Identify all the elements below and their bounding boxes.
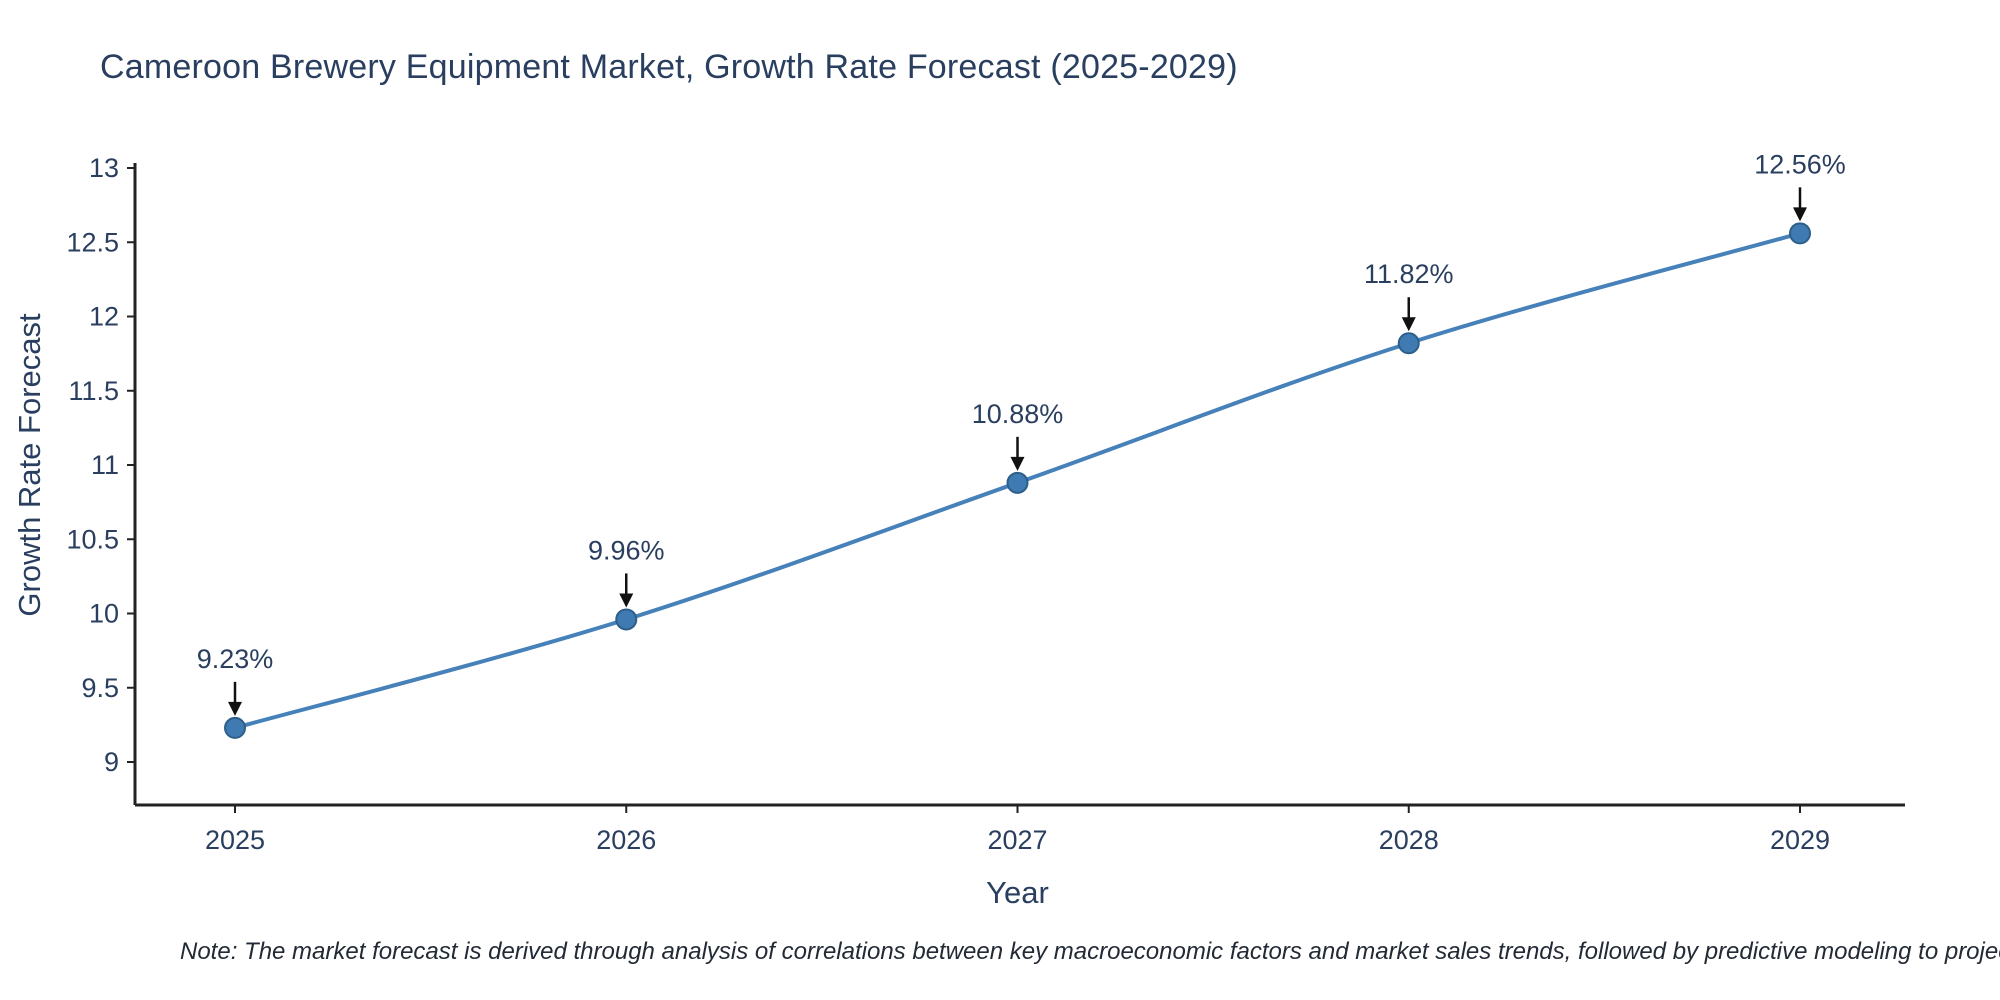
y-axis-title: Growth Rate Forecast xyxy=(12,313,47,617)
data-point xyxy=(1006,471,1029,494)
annotation-arrow-head xyxy=(619,593,634,608)
y-tick-label: 10.5 xyxy=(66,524,119,554)
data-point xyxy=(1397,332,1420,355)
point-annotation: 11.82% xyxy=(1364,259,1454,332)
data-point xyxy=(224,716,246,739)
y-axis: 9 9.5 10 10.5 11 11.5 12 12.5 13 xyxy=(66,153,135,777)
annotation-arrow-head xyxy=(228,701,242,716)
y-tick-label: 12 xyxy=(89,302,119,332)
y-tick-label: 12.5 xyxy=(66,227,119,257)
annotation-arrow-head xyxy=(1401,317,1416,332)
data-point xyxy=(1789,222,1811,245)
x-axis: 2025 2026 2027 2028 2029 xyxy=(205,805,1830,855)
annotation-arrow-head xyxy=(1010,456,1025,471)
x-tick-label: 2029 xyxy=(1770,825,1830,855)
y-tick-label: 11 xyxy=(91,450,119,480)
point-annotation-label: 11.82% xyxy=(1364,259,1454,289)
data-point xyxy=(615,608,638,631)
x-axis-title: Year xyxy=(986,875,1049,910)
point-annotation-label: 9.96% xyxy=(588,535,665,565)
annotation-arrow-head xyxy=(1793,207,1807,222)
y-tick-label: 10 xyxy=(89,599,119,629)
y-tick-label: 11.5 xyxy=(68,376,119,406)
point-annotation-label: 10.88% xyxy=(972,399,1064,429)
point-annotation: 9.23% xyxy=(197,644,274,716)
x-tick-label: 2028 xyxy=(1379,825,1439,855)
point-annotation: 9.96% xyxy=(588,535,665,608)
point-annotation: 12.56% xyxy=(1754,149,1846,222)
point-annotation-label: 12.56% xyxy=(1754,149,1846,179)
y-tick-label: 13 xyxy=(89,153,119,183)
y-tick-label: 9 xyxy=(104,747,119,777)
x-tick-label: 2027 xyxy=(987,825,1047,855)
point-annotation-label: 9.23% xyxy=(197,644,274,674)
y-tick-label: 9.5 xyxy=(81,673,119,703)
x-tick-label: 2026 xyxy=(596,825,656,855)
x-tick-label: 2025 xyxy=(205,825,265,855)
point-annotation: 10.88% xyxy=(972,399,1064,471)
footnote: Note: The market forecast is derived thr… xyxy=(180,938,2000,965)
chart-title: Cameroon Brewery Equipment Market, Growt… xyxy=(100,48,1238,86)
